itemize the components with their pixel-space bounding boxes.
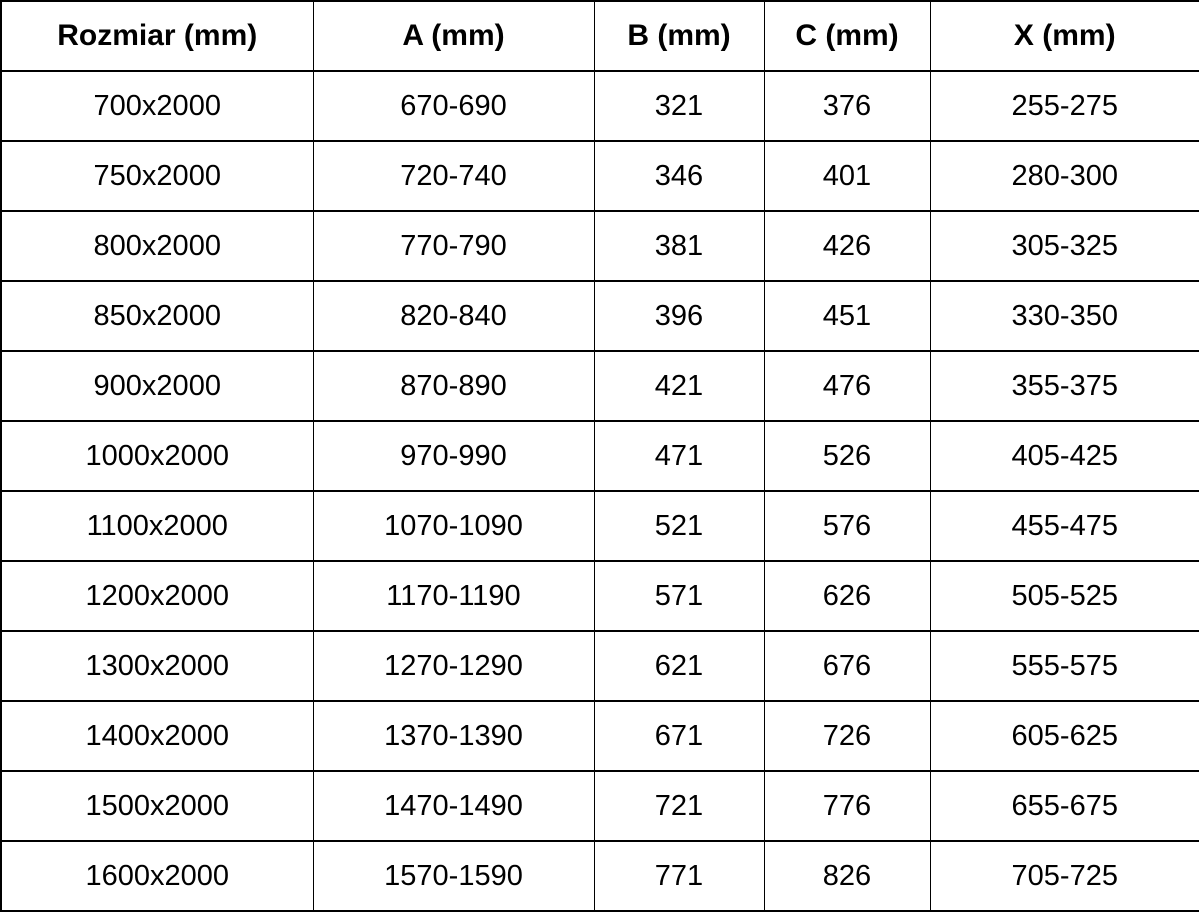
table-cell-a: 1370-1390 <box>312 700 595 772</box>
table-cell-a: 1070-1090 <box>312 490 595 562</box>
table-cell-b: 621 <box>593 630 765 702</box>
table-row: 1100x2000 1070-1090 521 576 455-475 <box>0 490 1199 562</box>
column-header-rozmiar: Rozmiar (mm) <box>0 0 314 72</box>
table-row: 1400x2000 1370-1390 671 726 605-625 <box>0 700 1199 772</box>
table-cell-c: 476 <box>763 350 931 422</box>
table-cell-rozmiar: 750x2000 <box>0 140 314 212</box>
table-cell-c: 401 <box>763 140 931 212</box>
table-cell-c: 451 <box>763 280 931 352</box>
table-cell-rozmiar: 1000x2000 <box>0 420 314 492</box>
table-cell-rozmiar: 1600x2000 <box>0 840 314 912</box>
table-cell-b: 671 <box>593 700 765 772</box>
table-cell-b: 421 <box>593 350 765 422</box>
table-row: 850x2000 820-840 396 451 330-350 <box>0 280 1199 352</box>
table-row: 1200x2000 1170-1190 571 626 505-525 <box>0 560 1199 632</box>
table-row: 1500x2000 1470-1490 721 776 655-675 <box>0 770 1199 842</box>
table-cell-x: 505-525 <box>929 560 1199 632</box>
table-cell-rozmiar: 850x2000 <box>0 280 314 352</box>
table-cell-b: 381 <box>593 210 765 282</box>
table-cell-x: 655-675 <box>929 770 1199 842</box>
table-cell-a: 1470-1490 <box>312 770 595 842</box>
table-row: 700x2000 670-690 321 376 255-275 <box>0 70 1199 142</box>
column-header-c: C (mm) <box>763 0 931 72</box>
table-cell-rozmiar: 900x2000 <box>0 350 314 422</box>
table-cell-x: 555-575 <box>929 630 1199 702</box>
table-cell-x: 705-725 <box>929 840 1199 912</box>
table-cell-c: 726 <box>763 700 931 772</box>
table-cell-rozmiar: 700x2000 <box>0 70 314 142</box>
table-row: 900x2000 870-890 421 476 355-375 <box>0 350 1199 422</box>
table-cell-x: 280-300 <box>929 140 1199 212</box>
table-cell-a: 770-790 <box>312 210 595 282</box>
table-cell-b: 471 <box>593 420 765 492</box>
table-cell-b: 571 <box>593 560 765 632</box>
column-header-x: X (mm) <box>929 0 1199 72</box>
table-cell-c: 576 <box>763 490 931 562</box>
table-cell-b: 771 <box>593 840 765 912</box>
table-cell-a: 1570-1590 <box>312 840 595 912</box>
table-cell-c: 626 <box>763 560 931 632</box>
table-cell-b: 321 <box>593 70 765 142</box>
table-cell-b: 346 <box>593 140 765 212</box>
table-cell-x: 355-375 <box>929 350 1199 422</box>
table-cell-a: 970-990 <box>312 420 595 492</box>
table-cell-a: 820-840 <box>312 280 595 352</box>
table-cell-rozmiar: 1400x2000 <box>0 700 314 772</box>
table-cell-c: 376 <box>763 70 931 142</box>
table-cell-c: 426 <box>763 210 931 282</box>
column-header-a: A (mm) <box>312 0 595 72</box>
table-cell-x: 455-475 <box>929 490 1199 562</box>
table-cell-b: 721 <box>593 770 765 842</box>
table-cell-c: 776 <box>763 770 931 842</box>
table-cell-rozmiar: 800x2000 <box>0 210 314 282</box>
table-cell-a: 870-890 <box>312 350 595 422</box>
table-cell-x: 405-425 <box>929 420 1199 492</box>
table-cell-c: 526 <box>763 420 931 492</box>
table-row: 1000x2000 970-990 471 526 405-425 <box>0 420 1199 492</box>
table-row: 1300x2000 1270-1290 621 676 555-575 <box>0 630 1199 702</box>
table-cell-b: 396 <box>593 280 765 352</box>
table-cell-rozmiar: 1200x2000 <box>0 560 314 632</box>
table-cell-a: 1170-1190 <box>312 560 595 632</box>
table-cell-x: 330-350 <box>929 280 1199 352</box>
table-row: 800x2000 770-790 381 426 305-325 <box>0 210 1199 282</box>
table-cell-a: 1270-1290 <box>312 630 595 702</box>
table-cell-c: 826 <box>763 840 931 912</box>
table-cell-rozmiar: 1100x2000 <box>0 490 314 562</box>
table-cell-b: 521 <box>593 490 765 562</box>
table-cell-a: 720-740 <box>312 140 595 212</box>
column-header-b: B (mm) <box>593 0 765 72</box>
table-cell-x: 605-625 <box>929 700 1199 772</box>
table-cell-a: 670-690 <box>312 70 595 142</box>
table-cell-x: 255-275 <box>929 70 1199 142</box>
table-row: 750x2000 720-740 346 401 280-300 <box>0 140 1199 212</box>
table-row: 1600x2000 1570-1590 771 826 705-725 <box>0 840 1199 912</box>
table-cell-x: 305-325 <box>929 210 1199 282</box>
table-cell-rozmiar: 1500x2000 <box>0 770 314 842</box>
table-header-row: Rozmiar (mm) A (mm) B (mm) C (mm) X (mm) <box>0 0 1199 72</box>
table-cell-rozmiar: 1300x2000 <box>0 630 314 702</box>
table-cell-c: 676 <box>763 630 931 702</box>
